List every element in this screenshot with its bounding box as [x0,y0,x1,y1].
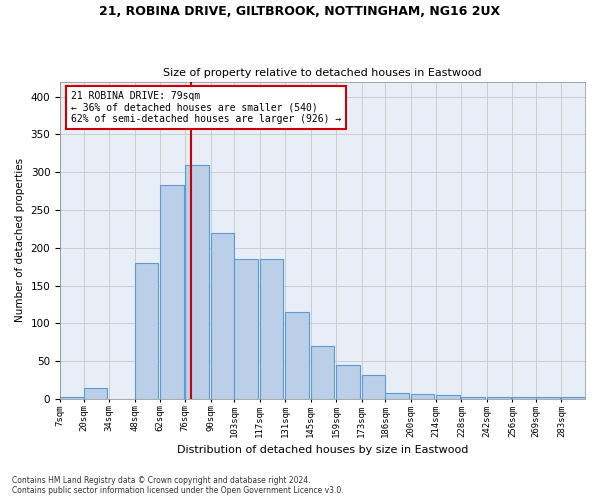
Bar [410,394,434,399]
Text: 21 ROBINA DRIVE: 79sqm
← 36% of detached houses are smaller (540)
62% of semi-de: 21 ROBINA DRIVE: 79sqm ← 36% of detached… [71,91,341,124]
Text: 21, ROBINA DRIVE, GILTBROOK, NOTTINGHAM, NG16 2UX: 21, ROBINA DRIVE, GILTBROOK, NOTTINGHAM,… [100,5,500,18]
Bar [311,346,334,399]
Bar [235,259,258,399]
X-axis label: Distribution of detached houses by size in Eastwood: Distribution of detached houses by size … [177,445,468,455]
Bar [60,396,83,399]
Bar [487,398,511,399]
Bar [134,263,158,399]
Bar [362,374,385,399]
Text: Contains HM Land Registry data © Crown copyright and database right 2024.
Contai: Contains HM Land Registry data © Crown c… [12,476,344,495]
Y-axis label: Number of detached properties: Number of detached properties [15,158,25,322]
Bar [160,185,184,399]
Title: Size of property relative to detached houses in Eastwood: Size of property relative to detached ho… [163,68,482,78]
Bar [260,259,283,399]
Bar [336,365,360,399]
Bar [536,398,560,399]
Bar [185,164,209,399]
Bar [512,396,536,399]
Bar [436,395,460,399]
Bar [285,312,309,399]
Bar [562,396,585,399]
Bar [385,393,409,399]
Bar [211,232,235,399]
Bar [83,388,107,399]
Bar [461,396,485,399]
